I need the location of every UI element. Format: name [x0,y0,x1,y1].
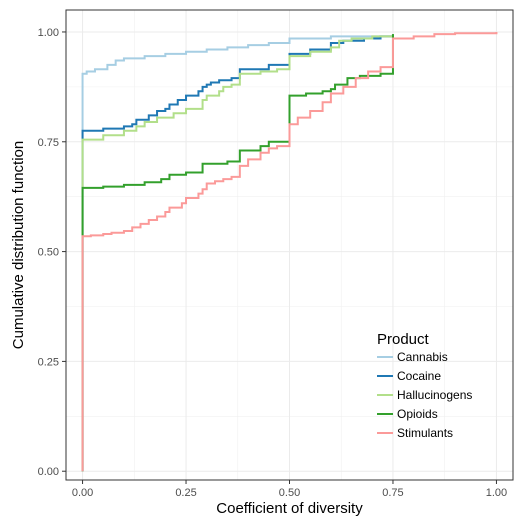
legend: Product Cannabis Cocaine Hallucinogens Opio… [377,331,472,440]
legend-label-opioids: Opioids [397,407,438,421]
y-tick-label: 0.75 [38,137,59,149]
y-axis-title: Cumulative distribution function [10,141,27,349]
y-tick-label: 0.00 [38,466,59,478]
x-axis-title: Coefficient of diversity [216,500,363,517]
series-lines [81,31,498,472]
legend-label-stimulants: Stimulants [397,426,453,440]
x-tick-label: 0.25 [175,487,196,499]
legend-label-cannabis: Cannabis [397,350,448,364]
series-line-opioids [81,34,394,472]
series-line-cannabis [81,34,394,472]
y-tick-label: 0.50 [38,247,59,259]
y-axis-ticks: 0.00 0.25 0.50 0.75 1.00 [38,27,66,478]
series-line-stimulants [81,31,498,472]
legend-title: Product [377,331,430,348]
legend-items: Cannabis Cocaine Hallucinogens Opioids Stimu… [377,350,472,440]
series-line-hallucinogens [81,34,394,472]
x-tick-label: 0.00 [72,487,93,499]
y-tick-label: 1.00 [38,27,59,39]
y-tick-label: 0.25 [38,356,59,368]
legend-label-hallucinogens: Hallucinogens [397,388,472,402]
x-tick-label: 1.00 [486,487,507,499]
x-axis-ticks: 0.00 0.25 0.50 0.75 1.00 [72,480,507,499]
x-tick-label: 0.50 [279,487,300,499]
legend-label-cocaine: Cocaine [397,369,441,383]
x-tick-label: 0.75 [382,487,403,499]
